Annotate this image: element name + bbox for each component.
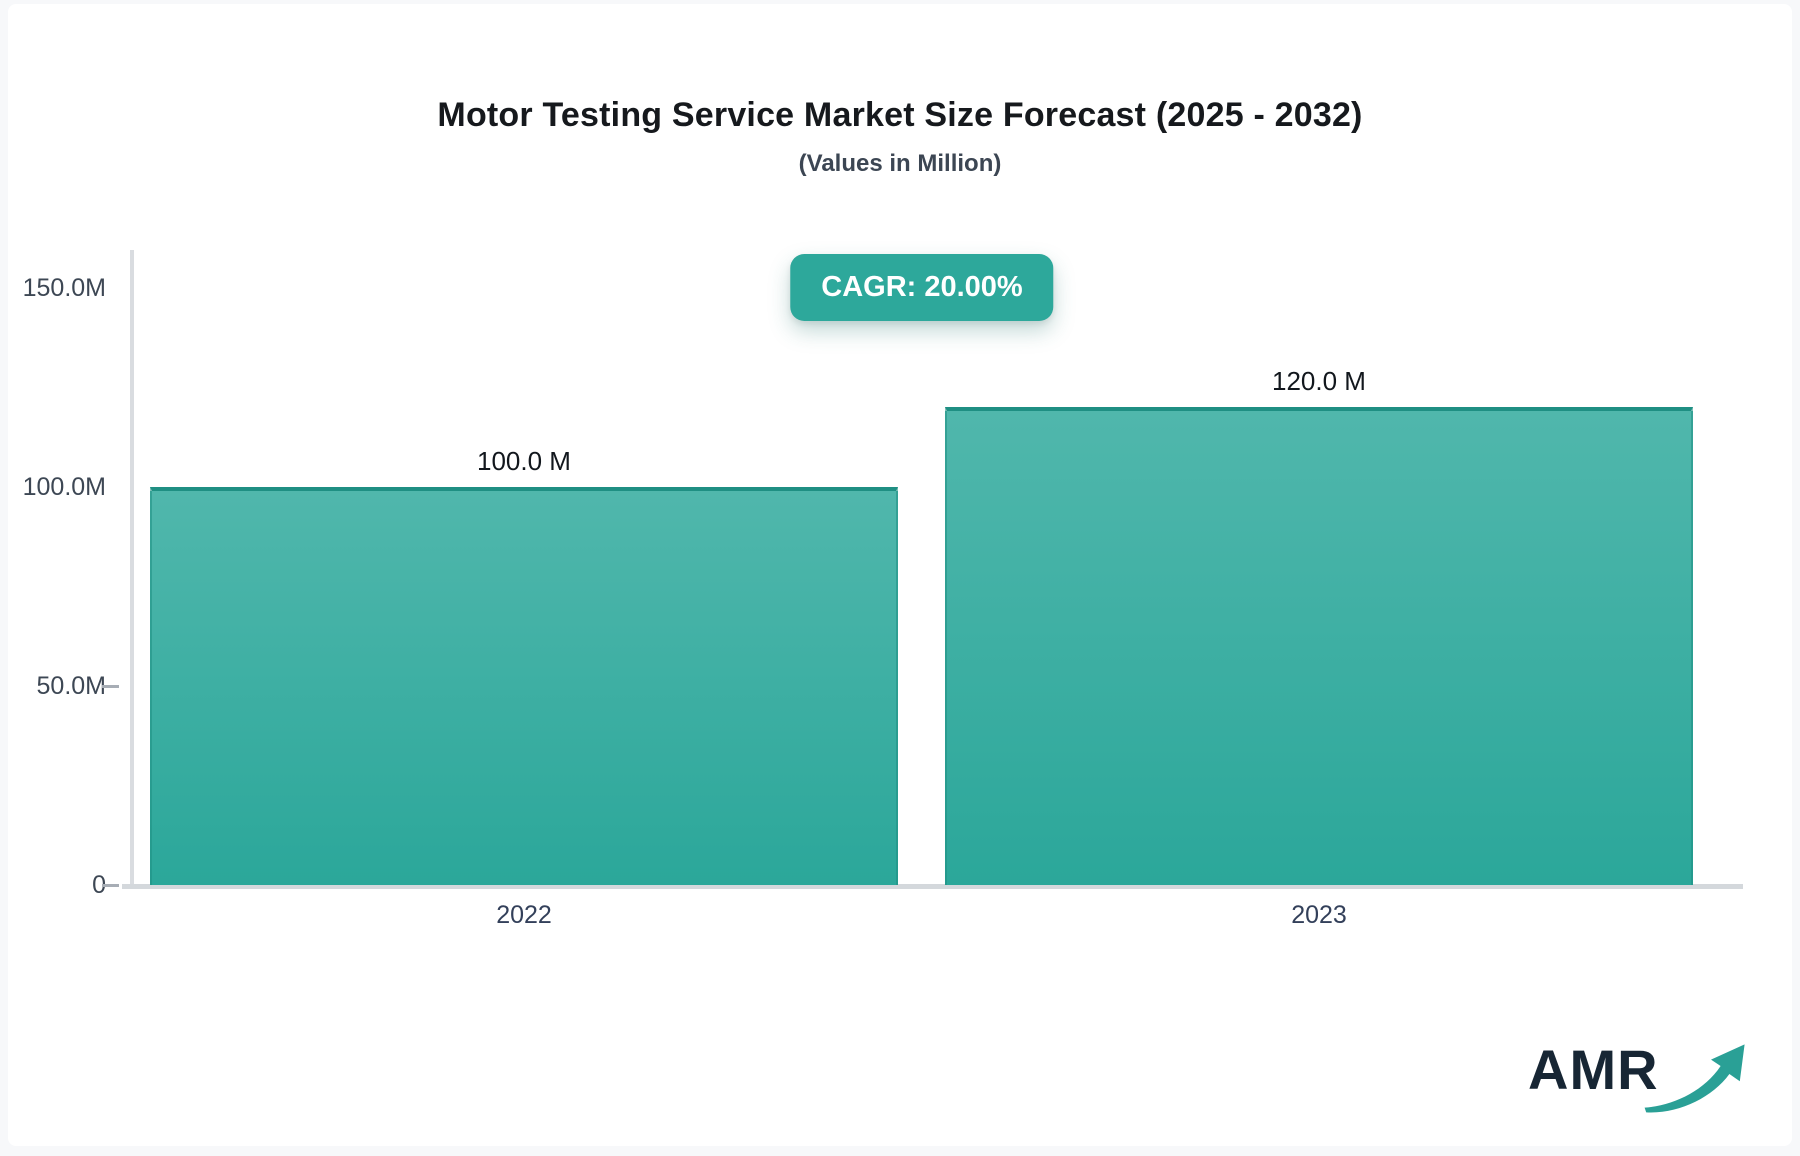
y-axis-line [130, 250, 134, 888]
bar-2022[interactable] [150, 487, 898, 885]
y-tick-label-150: 150.0M [22, 274, 106, 302]
bar-value-label-2023: 120.0 M [1272, 366, 1366, 396]
y-tick-mark-0 [102, 884, 119, 887]
amr-logo: AMR [1528, 1040, 1747, 1119]
y-tick-mark-50 [102, 685, 119, 688]
amr-logo-text: AMR [1528, 1038, 1659, 1101]
chart-title: Motor Testing Service Market Size Foreca… [437, 96, 1363, 134]
x-axis-line [122, 884, 1743, 889]
y-tick-label-50: 50.0M [36, 672, 106, 700]
bar-2023[interactable] [945, 407, 1693, 885]
growth-arrow-icon [1643, 1042, 1747, 1119]
cagr-badge: CAGR: 20.00% [790, 254, 1054, 321]
x-axis-label-2022: 2022 [496, 901, 552, 929]
y-tick-label-0: 0 [92, 871, 106, 899]
y-tick-label-100: 100.0M [22, 473, 106, 501]
bar-value-label-2022: 100.0 M [477, 446, 571, 476]
x-axis-label-2023: 2023 [1291, 901, 1347, 929]
chart-subtitle: (Values in Million) [798, 150, 1002, 177]
